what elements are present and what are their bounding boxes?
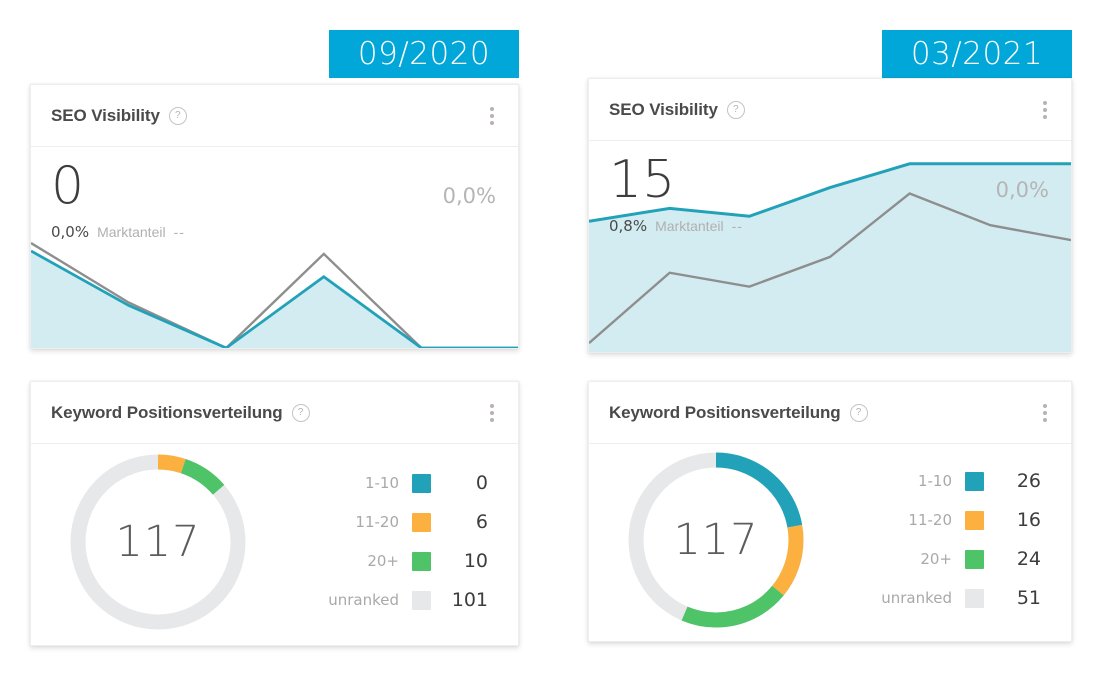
legend-value: 6: [475, 511, 488, 533]
market-share-percent: 0,8%: [609, 216, 648, 235]
sparkline-area: [31, 250, 518, 348]
page-title: Keyword Positionsverteilung: [51, 402, 283, 422]
question-mark-icon[interactable]: ?: [168, 106, 187, 125]
donut-segment-20-plus: [628, 452, 804, 627]
donut-segment-1-10: [628, 452, 804, 627]
market-share-label: Marktanteil: [655, 217, 724, 234]
legend-item[interactable]: 11-20 16: [811, 509, 1041, 531]
donut-svg: [628, 452, 804, 627]
legend-label: 20+: [920, 550, 952, 568]
legend-label: unranked: [881, 589, 952, 607]
legend-label: 1-10: [364, 474, 399, 492]
question-mark-icon[interactable]: ?: [849, 403, 868, 422]
legend-swatch-20-plus: [965, 549, 984, 569]
legend-item[interactable]: unranked 101: [253, 589, 488, 611]
legend-value: 24: [1016, 548, 1041, 570]
market-share-value: --: [173, 223, 185, 240]
legend-swatch-11-20: [412, 512, 431, 532]
visibility-delta: 0,0%: [442, 183, 496, 208]
sparkline-chart-left: [31, 147, 518, 348]
visibility-value: 15: [609, 150, 676, 210]
legend-value: 16: [1016, 509, 1041, 531]
sparkline-comparison-line: [589, 192, 1071, 344]
kebab-menu-icon[interactable]: [1037, 99, 1053, 121]
date-badge-left: 09/2020: [329, 30, 519, 78]
visibility-metrics: 0 0,0% 0,0% Marktanteil --: [31, 147, 518, 241]
seo-visibility-card-right: SEO Visibility ? 15 0,0% 0,8% Marktantei…: [588, 78, 1072, 353]
date-badge-label: 03/2021: [910, 36, 1044, 72]
legend-item[interactable]: 1-10 0: [253, 472, 488, 494]
legend-value: 101: [451, 589, 488, 611]
market-share-value: --: [731, 217, 743, 234]
legend-swatch-1-10: [965, 471, 984, 491]
visibility-delta: 0,0%: [995, 177, 1049, 202]
date-badge-label: 09/2020: [357, 36, 491, 72]
legend-item[interactable]: unranked 51: [811, 587, 1041, 609]
donut-chart-left: 117: [63, 447, 253, 637]
seo-visibility-card-left: SEO Visibility ? 0 0,0% 0,0% Marktanteil…: [30, 84, 519, 349]
legend-value: 51: [1016, 587, 1041, 609]
kebab-menu-icon[interactable]: [1037, 402, 1053, 424]
keyword-legend-left: 1-10 0 11-20 6 20+ 10 unranked 1: [253, 472, 494, 611]
sparkline-chart-right: [589, 141, 1071, 352]
kebab-menu-icon[interactable]: [484, 105, 500, 127]
sparkline-primary-line: [31, 249, 518, 348]
visibility-value: 0: [51, 156, 85, 216]
donut-chart-right: 117: [621, 445, 811, 635]
legend-swatch-1-10: [412, 473, 431, 493]
legend-label: 11-20: [355, 513, 399, 531]
keyword-distribution-card-left: Keyword Positionsverteilung ? 117: [30, 381, 519, 646]
donut-total: 117: [673, 514, 759, 565]
page-title: SEO Visibility: [51, 105, 160, 125]
donut-total: 117: [115, 516, 201, 567]
keyword-distribution-body: 117 1-10 26 11-20 16 20+ 24: [589, 444, 1071, 641]
market-share-label: Marktanteil: [97, 223, 166, 240]
legend-swatch-20-plus: [412, 551, 431, 571]
legend-label: unranked: [328, 591, 399, 609]
visibility-body: 0 0,0% 0,0% Marktanteil --: [31, 147, 518, 348]
legend-label: 20+: [367, 552, 399, 570]
legend-item[interactable]: 11-20 6: [253, 511, 488, 533]
sparkline-svg: [589, 162, 1071, 352]
kebab-menu-icon[interactable]: [484, 402, 500, 424]
keyword-distribution-card-right: Keyword Positionsverteilung ? 117: [588, 381, 1072, 642]
legend-value: 26: [1016, 470, 1041, 492]
visibility-body: 15 0,0% 0,8% Marktanteil --: [589, 141, 1071, 352]
date-badge-right: 03/2021: [882, 30, 1072, 78]
market-share-percent: 0,0%: [51, 222, 90, 241]
legend-swatch-unranked: [965, 588, 984, 608]
legend-value: 10: [463, 550, 488, 572]
legend-label: 11-20: [908, 511, 952, 529]
donut-segment-11-20: [628, 452, 804, 627]
card-header: Keyword Positionsverteilung ?: [589, 382, 1071, 444]
card-header: SEO Visibility ?: [31, 85, 518, 147]
donut-segment-11-20: [70, 454, 246, 629]
sparkline-primary-line: [589, 162, 1071, 223]
visibility-metrics: 15 0,0% 0,8% Marktanteil --: [589, 141, 1071, 235]
card-header: Keyword Positionsverteilung ?: [31, 382, 518, 444]
sparkline-comparison-line: [31, 242, 518, 348]
card-header: SEO Visibility ?: [589, 79, 1071, 141]
page-title: Keyword Positionsverteilung: [609, 402, 841, 422]
legend-value: 0: [475, 472, 488, 494]
legend-swatch-11-20: [965, 510, 984, 530]
page-title: SEO Visibility: [609, 99, 718, 119]
keyword-legend-right: 1-10 26 11-20 16 20+ 24 unranked: [811, 470, 1047, 609]
keyword-distribution-body: 117 1-10 0 11-20 6 20+ 10: [31, 444, 518, 645]
legend-swatch-unranked: [412, 590, 431, 610]
question-mark-icon[interactable]: ?: [291, 403, 310, 422]
legend-item[interactable]: 20+ 24: [811, 548, 1041, 570]
donut-svg: [70, 454, 246, 629]
legend-item[interactable]: 20+ 10: [253, 550, 488, 572]
legend-label: 1-10: [917, 472, 952, 490]
sparkline-svg: [31, 242, 518, 348]
legend-item[interactable]: 1-10 26: [811, 470, 1041, 492]
question-mark-icon[interactable]: ?: [726, 100, 745, 119]
